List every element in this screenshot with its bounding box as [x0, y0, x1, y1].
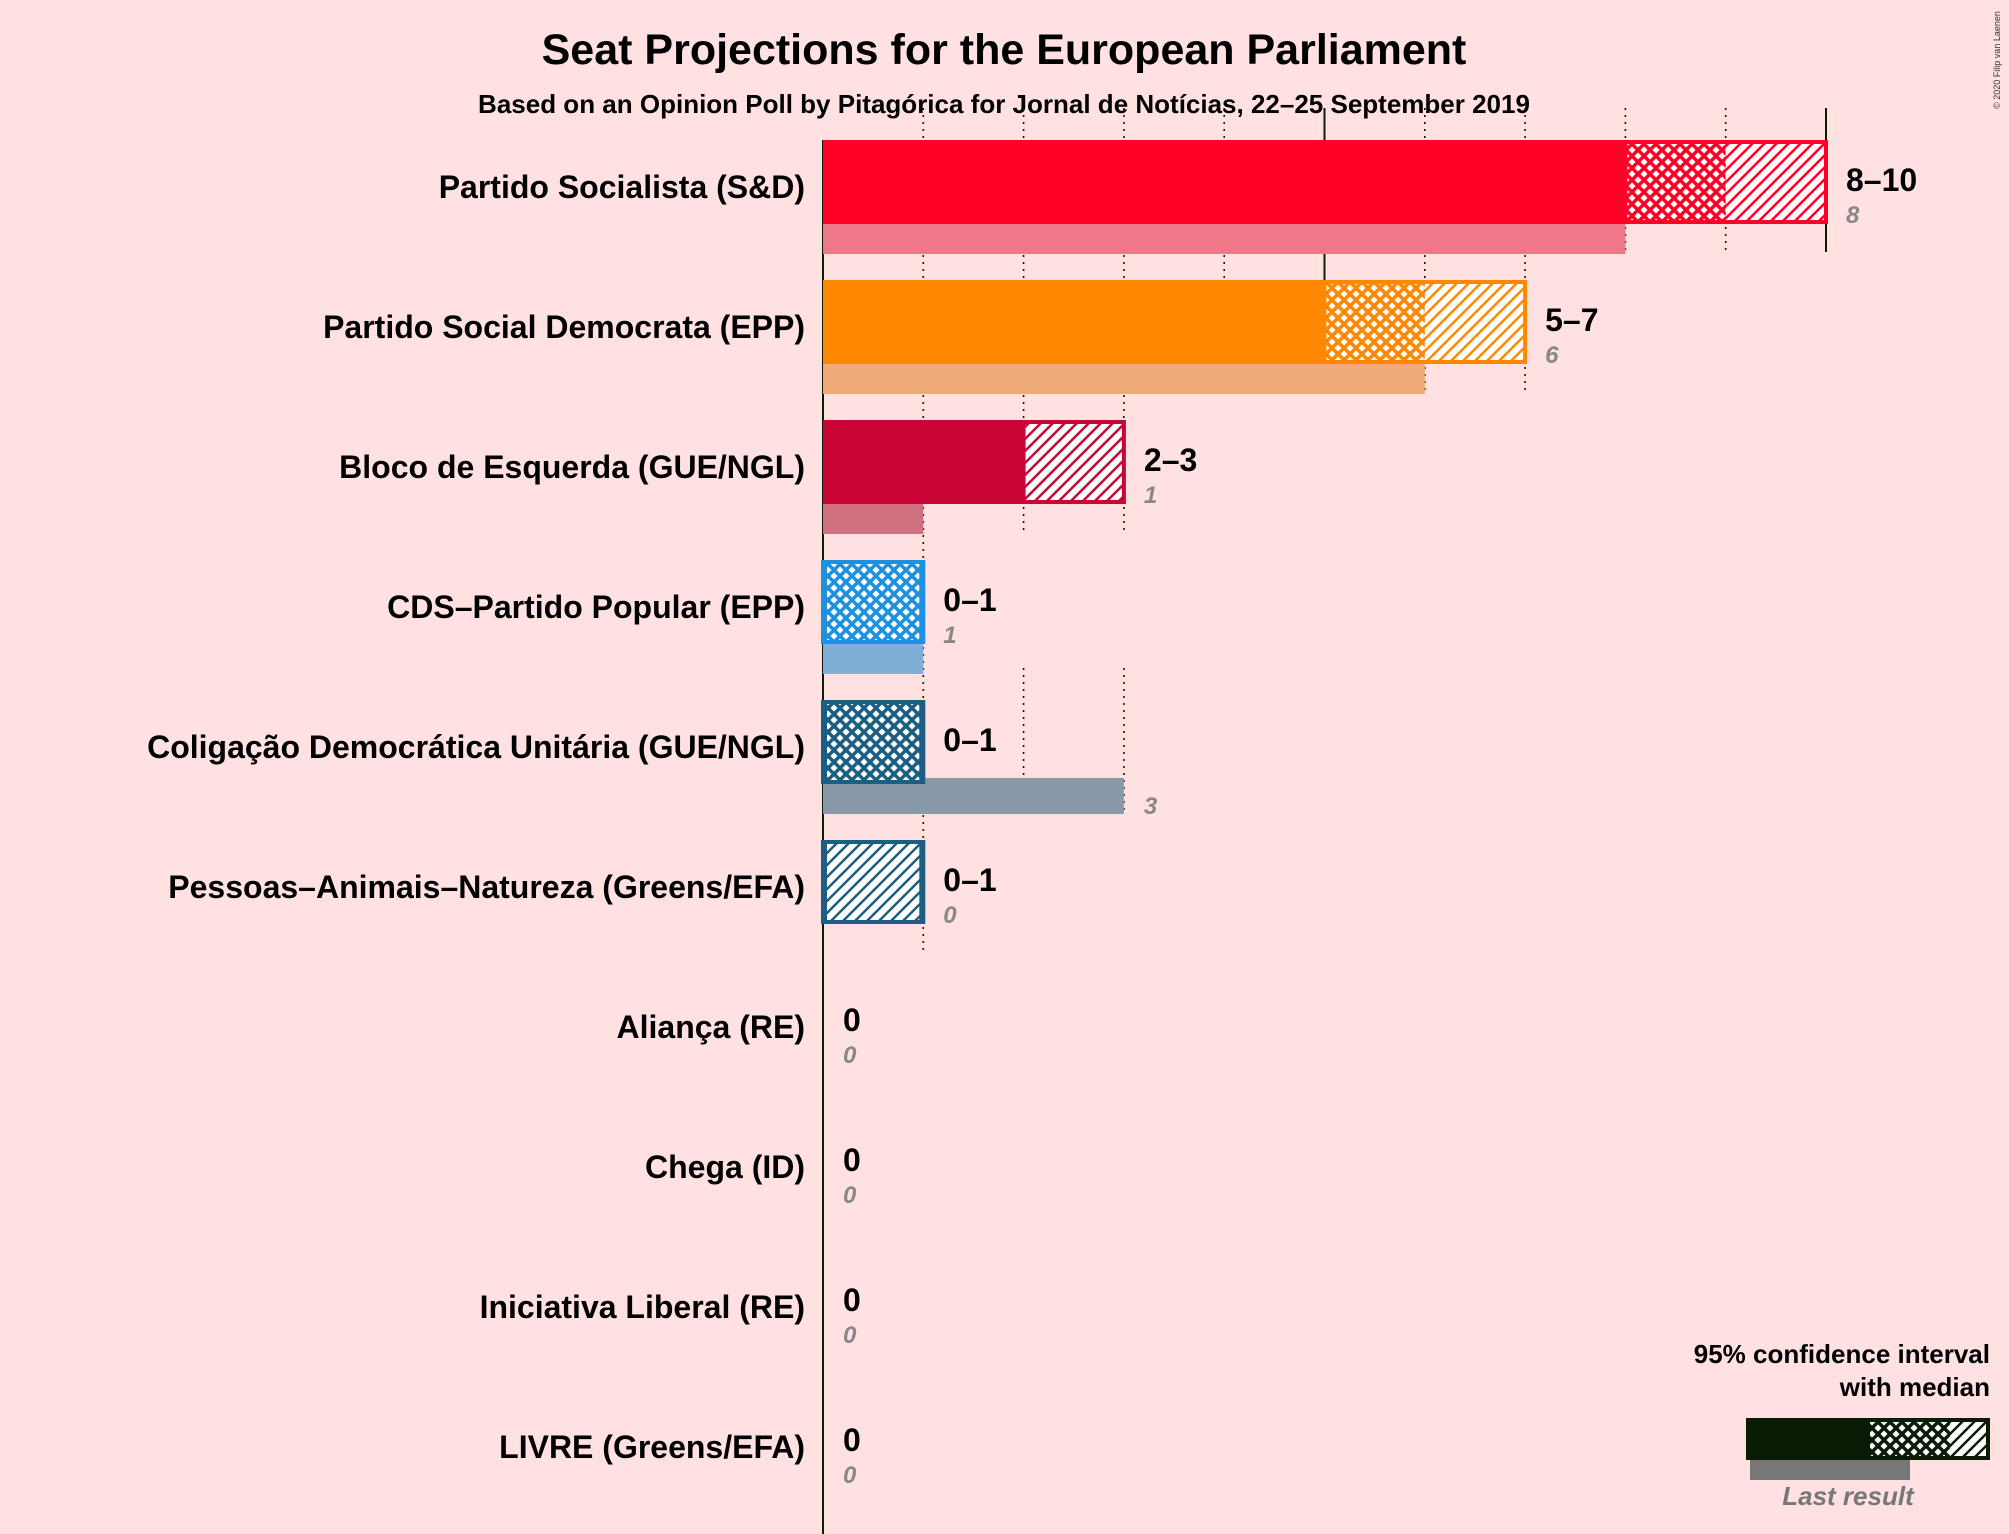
range-label: 0: [843, 1002, 861, 1038]
last-result-label: 8: [1846, 202, 1860, 229]
last-result-label: 0: [843, 1462, 857, 1489]
ci-outline: [823, 700, 924, 784]
ci-solid-bar: [823, 420, 1024, 504]
ci-upper-half-bar: [1725, 140, 1826, 224]
legend-solid-swatch: [1746, 1418, 1868, 1460]
range-label: 5–7: [1545, 302, 1598, 338]
ci-lower-half-bar: [823, 700, 924, 784]
legend-median-text: with median: [1839, 1372, 1990, 1402]
ci-upper-half-bar: [823, 840, 924, 924]
legend-last-swatch: [1750, 1460, 1910, 1480]
labels: Partido Socialista (S&D) 8–10 8 Partido Soc…: [147, 162, 1917, 1489]
range-label: 2–3: [1144, 442, 1197, 478]
range-label: 0: [843, 1422, 861, 1458]
ci-solid-bar: [823, 280, 1325, 364]
ci-outline: [1322, 280, 1528, 364]
last-result-label: 3: [1144, 793, 1158, 820]
copyright-notice: © 2020 Filip van Laenen: [1992, 11, 2002, 109]
party-label: Partido Social Democrata (EPP): [323, 309, 805, 345]
last-result-label: 6: [1545, 342, 1559, 369]
last-result-label: 0: [843, 1182, 857, 1209]
party-label: Bloco de Esquerda (GUE/NGL): [339, 449, 805, 485]
bars: [821, 140, 1829, 924]
party-label: Pessoas–Animais–Natureza (Greens/EFA): [168, 869, 805, 905]
ci-outline: [1021, 420, 1126, 504]
ci-upper-half-bar: [1424, 280, 1526, 364]
range-label: 0: [843, 1282, 861, 1318]
party-label: LIVRE (Greens/EFA): [499, 1429, 805, 1465]
last-result-label: 0: [843, 1322, 857, 1349]
chart-title: Seat Projections for the European Parlia…: [542, 26, 1467, 74]
party-label: Chega (ID): [645, 1149, 805, 1185]
ci-outline: [823, 560, 924, 644]
ci-lower-half-bar: [1625, 140, 1726, 224]
range-label: 0–1: [943, 582, 996, 618]
legend-ci-text: 95% confidence interval: [1694, 1339, 1990, 1369]
party-label: Partido Socialista (S&D): [439, 169, 805, 205]
party-label: Iniciativa Liberal (RE): [480, 1289, 805, 1325]
last-result-label: 0: [943, 902, 957, 929]
range-label: 0–1: [943, 862, 996, 898]
range-label: 0–1: [943, 722, 996, 758]
legend-cross-swatch: [1868, 1418, 1950, 1460]
range-label: 0: [843, 1142, 861, 1178]
party-label: CDS–Partido Popular (EPP): [387, 589, 805, 625]
last-result-label: 1: [1144, 482, 1157, 509]
ci-upper-half-bar: [1023, 420, 1124, 504]
ci-lower-half-bar: [1324, 280, 1425, 364]
ci-solid-bar: [823, 140, 1626, 224]
legend-outline: [1866, 1418, 1990, 1460]
chart-subtitle: Based on an Opinion Poll by Pitagórica f…: [478, 89, 1530, 119]
last-result-label: 0: [843, 1042, 857, 1069]
ci-lower-half-bar: [823, 560, 924, 644]
legend-hatch-swatch: [1950, 1418, 1990, 1460]
ci-outline: [823, 840, 924, 924]
legend-last-text: Last result: [1782, 1481, 1915, 1511]
party-label: Coligação Democrática Unitária (GUE/NGL): [147, 729, 805, 765]
last-result-label: 1: [943, 622, 956, 649]
party-label: Aliança (RE): [617, 1009, 805, 1045]
range-label: 8–10: [1846, 162, 1917, 198]
ci-outline: [1623, 140, 1829, 224]
